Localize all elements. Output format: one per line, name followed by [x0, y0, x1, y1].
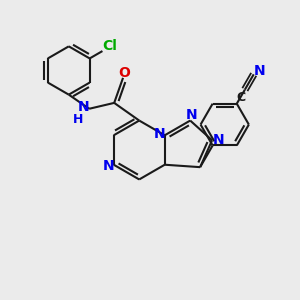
Text: O: O — [118, 66, 130, 80]
Text: H: H — [73, 113, 83, 127]
Text: N: N — [78, 100, 90, 114]
Text: N: N — [254, 64, 266, 78]
Text: N: N — [213, 133, 224, 147]
Text: C: C — [236, 92, 245, 104]
Text: N: N — [103, 159, 114, 173]
Text: Cl: Cl — [102, 39, 117, 53]
Text: N: N — [154, 127, 165, 141]
Text: N: N — [186, 108, 197, 122]
